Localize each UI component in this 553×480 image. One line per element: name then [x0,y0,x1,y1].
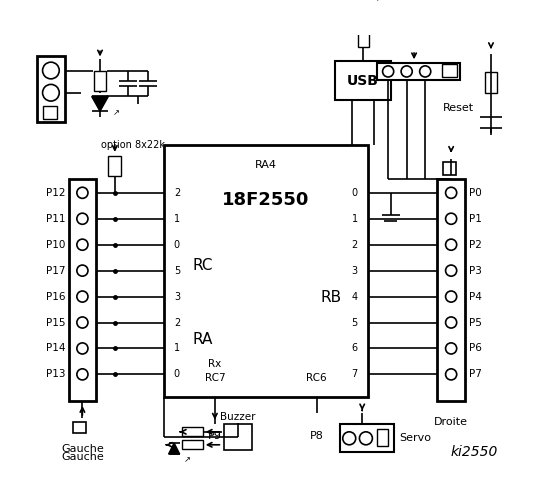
Text: P16: P16 [46,291,66,301]
Text: P15: P15 [46,317,66,327]
Bar [73,421,86,433]
Text: 1: 1 [174,344,180,353]
Circle shape [43,62,59,79]
Bar [442,64,457,77]
Text: 18F2550: 18F2550 [222,191,310,209]
Text: RC7: RC7 [205,373,225,383]
Text: Gauche: Gauche [61,452,104,462]
Bar [108,156,121,176]
Text: RC: RC [192,258,213,273]
Circle shape [77,369,88,380]
Text: 3: 3 [174,291,180,301]
Text: 6: 6 [352,344,358,353]
Circle shape [359,432,372,445]
Bar [224,424,252,450]
Circle shape [420,66,431,77]
Bar [377,429,388,446]
Text: RC6: RC6 [306,373,327,383]
Bar [182,440,203,449]
Text: RB: RB [320,290,341,305]
Bar [43,106,58,119]
Text: 0: 0 [174,370,180,379]
Bar [37,56,65,122]
Circle shape [446,265,457,276]
Text: P7: P7 [469,370,482,379]
Text: 0: 0 [174,240,180,250]
Text: 1: 1 [174,214,180,224]
Text: 2: 2 [352,240,358,250]
Text: Rx: Rx [208,359,222,369]
Text: P13: P13 [46,370,66,379]
Text: P4: P4 [469,291,482,301]
Bar [486,72,497,93]
Circle shape [446,343,457,354]
Text: P8: P8 [310,431,324,441]
Circle shape [446,187,457,198]
Text: 2: 2 [174,317,180,327]
Text: P9: P9 [208,431,222,441]
Text: ki2550: ki2550 [451,445,498,459]
Text: P17: P17 [46,265,66,276]
Bar [377,63,461,80]
Text: 2: 2 [174,188,180,198]
Circle shape [77,317,88,328]
Bar [95,71,106,91]
Text: option 8x22k: option 8x22k [101,140,165,150]
Text: $\nearrow$: $\nearrow$ [182,455,192,464]
Text: P12: P12 [46,188,66,198]
Text: 5: 5 [352,317,358,327]
Text: Servo: Servo [399,433,431,444]
Text: P2: P2 [469,240,482,250]
Circle shape [77,291,88,302]
Text: Reset: Reset [443,103,474,113]
Bar [69,179,96,401]
Circle shape [43,84,59,101]
Circle shape [77,239,88,250]
Text: $\nearrow$: $\nearrow$ [111,108,121,118]
Circle shape [446,213,457,224]
Text: 5: 5 [174,265,180,276]
Bar [443,162,456,175]
Text: 1: 1 [352,214,358,224]
Polygon shape [169,443,180,454]
Text: P14: P14 [46,344,66,353]
Circle shape [77,213,88,224]
Text: Buzzer: Buzzer [220,412,256,422]
Bar [437,179,465,401]
Circle shape [383,66,394,77]
Text: P1: P1 [469,214,482,224]
Circle shape [446,317,457,328]
Polygon shape [92,96,108,111]
Circle shape [446,239,457,250]
Text: 7: 7 [352,370,358,379]
Text: P11: P11 [46,214,66,224]
Text: Droite: Droite [434,417,468,427]
Text: P6: P6 [469,344,482,353]
Circle shape [446,291,457,302]
Text: RA4: RA4 [255,160,277,170]
Text: 3: 3 [352,265,358,276]
Bar [340,424,394,452]
Circle shape [401,66,412,77]
Text: P3: P3 [469,265,482,276]
Text: $\nearrow$: $\nearrow$ [374,0,384,3]
Circle shape [446,369,457,380]
Text: P10: P10 [46,240,66,250]
Text: P0: P0 [469,188,482,198]
Circle shape [343,432,356,445]
Text: Gauche: Gauche [61,444,104,455]
Text: USB: USB [347,74,379,88]
Circle shape [77,265,88,276]
Text: RA: RA [192,332,213,347]
Text: P5: P5 [469,317,482,327]
Text: 4: 4 [352,291,358,301]
Polygon shape [355,0,372,8]
Circle shape [77,187,88,198]
Bar [335,61,391,100]
Circle shape [77,343,88,354]
Bar [182,427,203,436]
Text: 0: 0 [352,188,358,198]
Bar [358,29,369,48]
Bar [164,144,368,396]
